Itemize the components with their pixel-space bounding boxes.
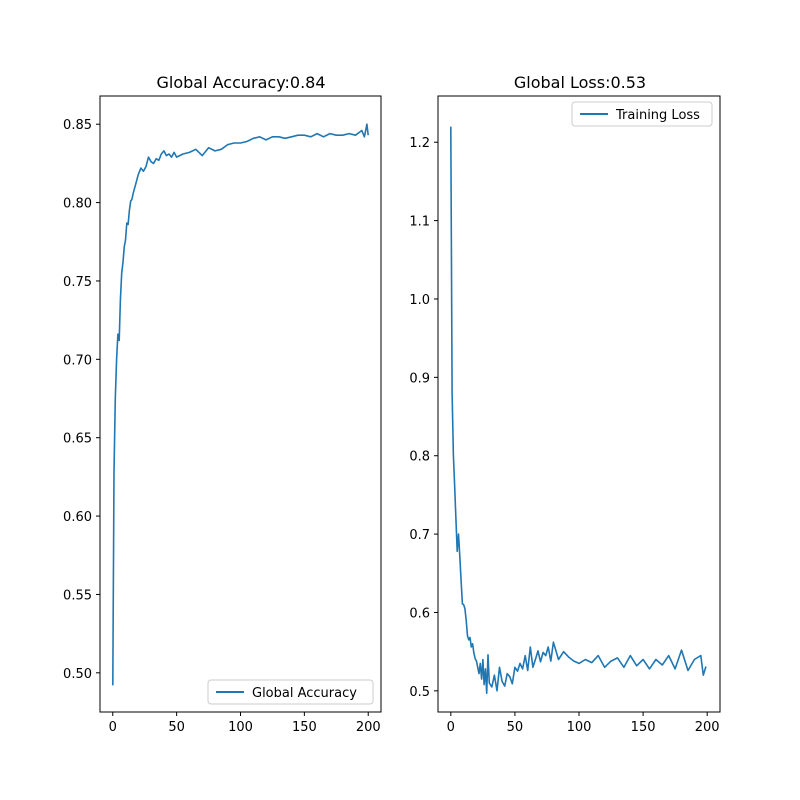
loss-x-tick-label: 150: [631, 720, 656, 735]
loss-y-tick-label: 0.6: [409, 606, 430, 621]
accuracy-y-tick-label: 0.50: [63, 667, 92, 682]
accuracy-x-tick-label: 50: [168, 720, 185, 735]
accuracy-y-tick-label: 0.55: [63, 588, 92, 603]
loss-legend: Training Loss: [571, 101, 713, 127]
loss-x-tick-label: 0: [447, 720, 455, 735]
accuracy-x-tick-label: 0: [109, 720, 117, 735]
loss-series-line: [449, 126, 707, 695]
loss-x-tick-label: 200: [695, 720, 720, 735]
accuracy-series-line: [112, 123, 369, 686]
accuracy-panel: Global Accuracy:0.84 0 50 100 150 200 0.50 0.5…: [63, 73, 382, 735]
loss-panel: Global Loss:0.53 0 50 100 150 200 0.5 0.6 0.7 0.…: [409, 73, 721, 735]
loss-y-tick-label: 0.9: [409, 371, 430, 386]
loss-y-tick-label: 1.1: [409, 215, 430, 230]
accuracy-x-tick-label: 200: [356, 720, 381, 735]
accuracy-plot-area: 0 50 100 150 200 0.50 0.55 0.60 0.65 0.70 0.75 0.80…: [63, 95, 382, 735]
accuracy-y-tick-label: 0.65: [63, 432, 92, 447]
loss-y-tick-label: 1.0: [409, 293, 430, 308]
accuracy-legend-label: Global Accuracy: [252, 686, 357, 701]
accuracy-title: Global Accuracy:0.84: [156, 73, 325, 92]
accuracy-y-tick-label: 0.85: [63, 118, 92, 133]
loss-legend-box: [571, 101, 713, 127]
loss-legend-label: Training Loss: [615, 108, 700, 123]
loss-y-tick-label: 0.7: [409, 528, 430, 543]
loss-title: Global Loss:0.53: [514, 73, 646, 92]
accuracy-x-tick-label: 100: [228, 720, 253, 735]
accuracy-legend-box: [207, 679, 374, 705]
loss-y-tick-label: 0.5: [409, 685, 430, 700]
loss-y-tick-label: 0.8: [409, 450, 430, 465]
accuracy-y-tick-label: 0.70: [63, 353, 92, 368]
loss-y-tick-label: 1.2: [409, 136, 430, 151]
accuracy-y-tick-label: 0.75: [63, 275, 92, 290]
accuracy-y-tick-label: 0.60: [63, 510, 92, 525]
accuracy-y-tick-label: 0.80: [63, 197, 92, 212]
accuracy-x-tick-label: 150: [292, 720, 317, 735]
loss-plot-area: 0 50 100 150 200 0.5 0.6 0.7 0.8 0.9 1.0 1.1 1.2 Trai…: [409, 95, 721, 735]
loss-x-tick-label: 100: [567, 720, 592, 735]
loss-x-tick-label: 50: [507, 720, 524, 735]
accuracy-legend: Global Accuracy: [207, 679, 374, 705]
